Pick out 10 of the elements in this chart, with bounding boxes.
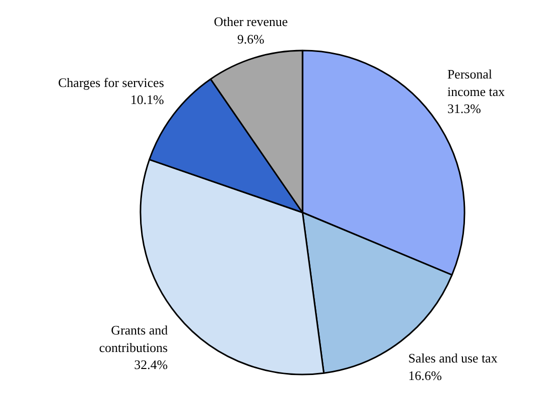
data-label: 10.1% [130, 92, 164, 108]
slice-label: Grants and contributions [99, 322, 168, 355]
data-label: 9.6% [237, 31, 265, 46]
slice-label: Charges for services [58, 74, 164, 90]
slice-label: Other revenue [214, 14, 288, 30]
data-label: 32.4% [134, 357, 168, 372]
slice-label: Personal income tax [447, 66, 506, 99]
data-label: 16.6% [408, 368, 442, 383]
data-label: 31.3% [447, 101, 482, 116]
slice-label: Sales and use tax [408, 350, 498, 366]
